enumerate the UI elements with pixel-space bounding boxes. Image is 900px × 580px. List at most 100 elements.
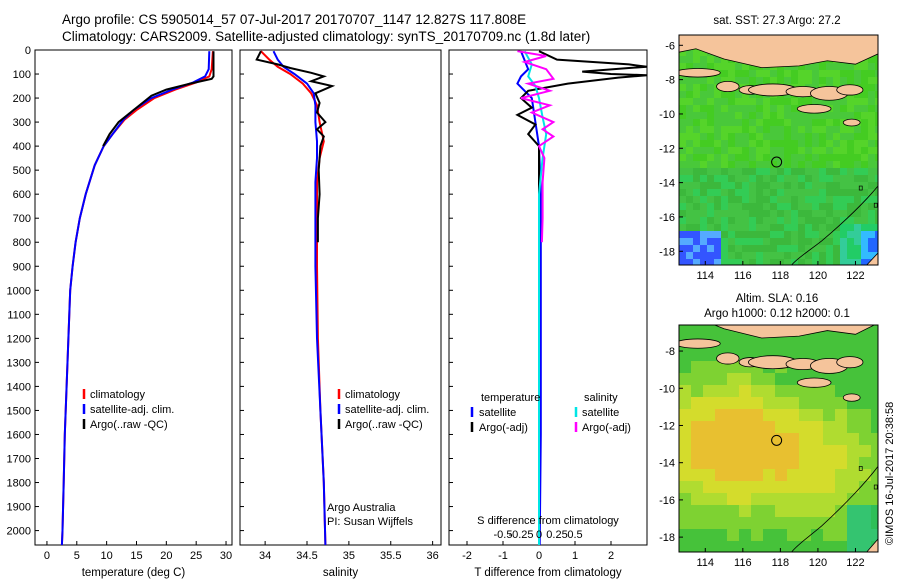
map-cell [811,397,824,410]
map-cell [700,140,708,148]
map-cell [798,231,806,239]
map-cell [691,361,704,374]
map-cell [693,119,701,127]
map-cell [777,238,785,246]
map-cell [751,397,764,410]
map-cell [861,77,869,85]
map-cell [749,238,757,246]
map-cell [728,140,736,148]
y-tick-label: -12 [659,143,675,155]
map-cell [833,133,841,141]
map-cell [875,147,878,155]
map-cell [749,189,757,197]
map-cell [756,196,764,204]
map-cell [727,493,740,506]
map-cell [749,231,757,239]
map-cell [691,445,704,458]
map-cell [749,161,757,169]
x-tick-label: 34 [259,550,271,562]
map-cell [721,189,729,197]
map-cell [679,147,687,155]
map-cell [840,259,848,265]
map-cell [714,98,722,106]
map-cell [728,189,736,197]
map-cell [833,210,841,218]
map-cell [693,238,701,246]
map-cell [714,140,722,148]
map-cell [693,168,701,176]
y-tick-label: 1400 [7,381,31,393]
map-cell [819,133,827,141]
map-cell [847,196,855,204]
map-cell [787,421,800,434]
map-cell [728,63,736,71]
x-tick-label: 2 [608,550,614,562]
map-cell [833,126,841,134]
map-cell [835,433,848,446]
map-cell [763,133,771,141]
map-cell [791,105,799,113]
map-cell [679,421,692,434]
map-cell [854,154,862,162]
map-cell [735,161,743,169]
map-cell [749,217,757,225]
map-cell [784,105,792,113]
x-tick-label: 20 [160,550,172,562]
map-cell [735,217,743,225]
map-cell [700,189,708,197]
map-cell [728,196,736,204]
map-cell [775,469,788,482]
map-cell [826,203,834,211]
map-cell [714,91,722,99]
map-cell [875,182,878,190]
map-cell [749,224,757,232]
map-cell [847,421,860,434]
map-cell [791,189,799,197]
map-cell [693,154,701,162]
map-cell [700,154,708,162]
map-cell [714,126,722,134]
map-cell [805,168,813,176]
map-cell [700,182,708,190]
reef-mark [873,202,878,208]
map-cell [871,373,878,386]
map-cell [861,203,869,211]
map-cell [721,105,729,113]
map-cell [861,105,869,113]
map-cell [840,245,848,253]
map-cell [799,409,812,422]
map-cell [686,238,694,246]
map-cell [686,105,694,113]
map-cell [812,210,820,218]
map-cell [763,493,776,506]
map-cell [819,161,827,169]
y-tick-label: 300 [13,117,31,129]
land-island [716,352,740,365]
map-cell [721,161,729,169]
map-cell [763,231,771,239]
legend-entry: Argo(-adj) [582,422,631,434]
map-cell [751,469,764,482]
difference-panel: -2 -1 0 1 2 T difference from climatology S di… [448,49,648,579]
map-cell [679,140,687,148]
map-cell [693,147,701,155]
map-cell [861,147,869,155]
map-cell [749,105,757,113]
map-cell [835,457,848,470]
map-cell [727,409,740,422]
map-cell [742,217,750,225]
map-cell [721,203,729,211]
map-cell [805,231,813,239]
map-cell [812,77,820,85]
map-cell [751,541,764,552]
y-tick-label: -18 [659,246,675,258]
map-cell [742,105,750,113]
map-cell [861,168,869,176]
x-tick-label: 36 [427,550,439,562]
map-cell [847,517,860,530]
map-cell [735,224,743,232]
map-cell [739,433,752,446]
map-cell [875,231,878,239]
map-cell [868,133,876,141]
